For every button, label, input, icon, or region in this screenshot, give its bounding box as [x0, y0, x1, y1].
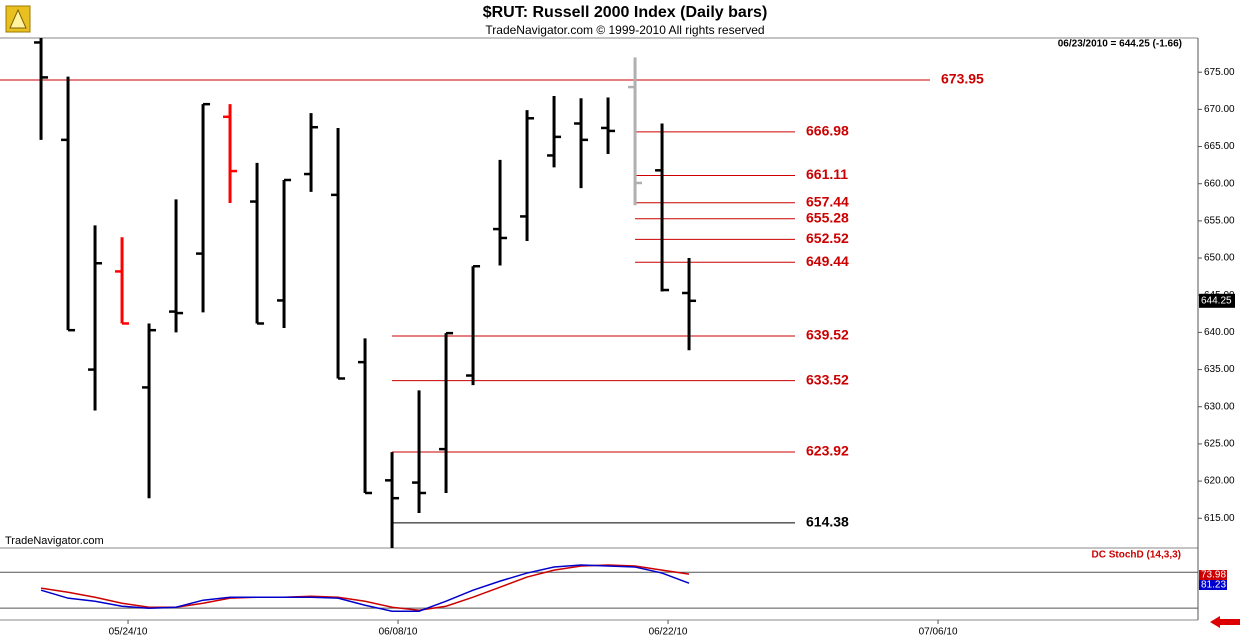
x-tick-label: 07/06/10: [919, 627, 958, 638]
x-tick-label: 05/24/10: [109, 627, 148, 638]
indicator-title: DC StochD (14,3,3): [1092, 550, 1181, 561]
y-tick-label: 630.00: [1204, 401, 1235, 412]
logo: [5, 5, 31, 33]
y-tick-label: 675.00: [1204, 67, 1235, 78]
scroll-arrow[interactable]: [1210, 616, 1240, 628]
y-tick-label: 640.00: [1204, 327, 1235, 338]
indicator-last-box: [1199, 580, 1227, 590]
last-price-box: [1199, 293, 1235, 308]
level-label: 614.38: [806, 514, 849, 530]
level-label: 655.28: [806, 210, 849, 226]
last-price-label: 644.25: [1201, 295, 1232, 306]
indicator-last-box: [1199, 570, 1227, 580]
level-label: 666.98: [806, 123, 849, 139]
price-header: 06/23/2010 = 644.25 (-1.66): [1058, 39, 1182, 50]
indicator-line: [40, 564, 690, 612]
level-label: 639.52: [806, 327, 849, 343]
indicator-last-label: 73.98: [1201, 570, 1226, 581]
y-tick-label: 660.00: [1204, 178, 1235, 189]
y-tick-label: 665.00: [1204, 141, 1235, 152]
y-tick-label: 635.00: [1204, 364, 1235, 375]
x-tick-label: 06/08/10: [379, 627, 418, 638]
chart-title: $RUT: Russell 2000 Index (Daily bars): [483, 4, 768, 21]
level-label: 673.95: [941, 71, 984, 87]
y-tick-label: 620.00: [1204, 476, 1235, 487]
indicator-last-label: 81.23: [1201, 580, 1226, 591]
x-tick-label: 06/22/10: [649, 627, 688, 638]
watermark: TradeNavigator.com: [5, 535, 104, 547]
chart-subtitle: TradeNavigator.com © 1999-2010 All right…: [485, 23, 764, 37]
level-label: 661.11: [806, 166, 848, 182]
level-label: 649.44: [806, 253, 849, 269]
y-tick-label: 650.00: [1204, 253, 1235, 264]
level-label: 623.92: [806, 443, 849, 459]
y-tick-label: 655.00: [1204, 216, 1235, 227]
level-label: 633.52: [806, 371, 849, 387]
level-label: 657.44: [806, 193, 849, 209]
indicator-line: [40, 564, 690, 612]
level-label: 652.52: [806, 230, 849, 246]
y-tick-label: 625.00: [1204, 439, 1235, 450]
y-tick-label: 670.00: [1204, 104, 1235, 115]
y-tick-label: 615.00: [1204, 513, 1235, 524]
